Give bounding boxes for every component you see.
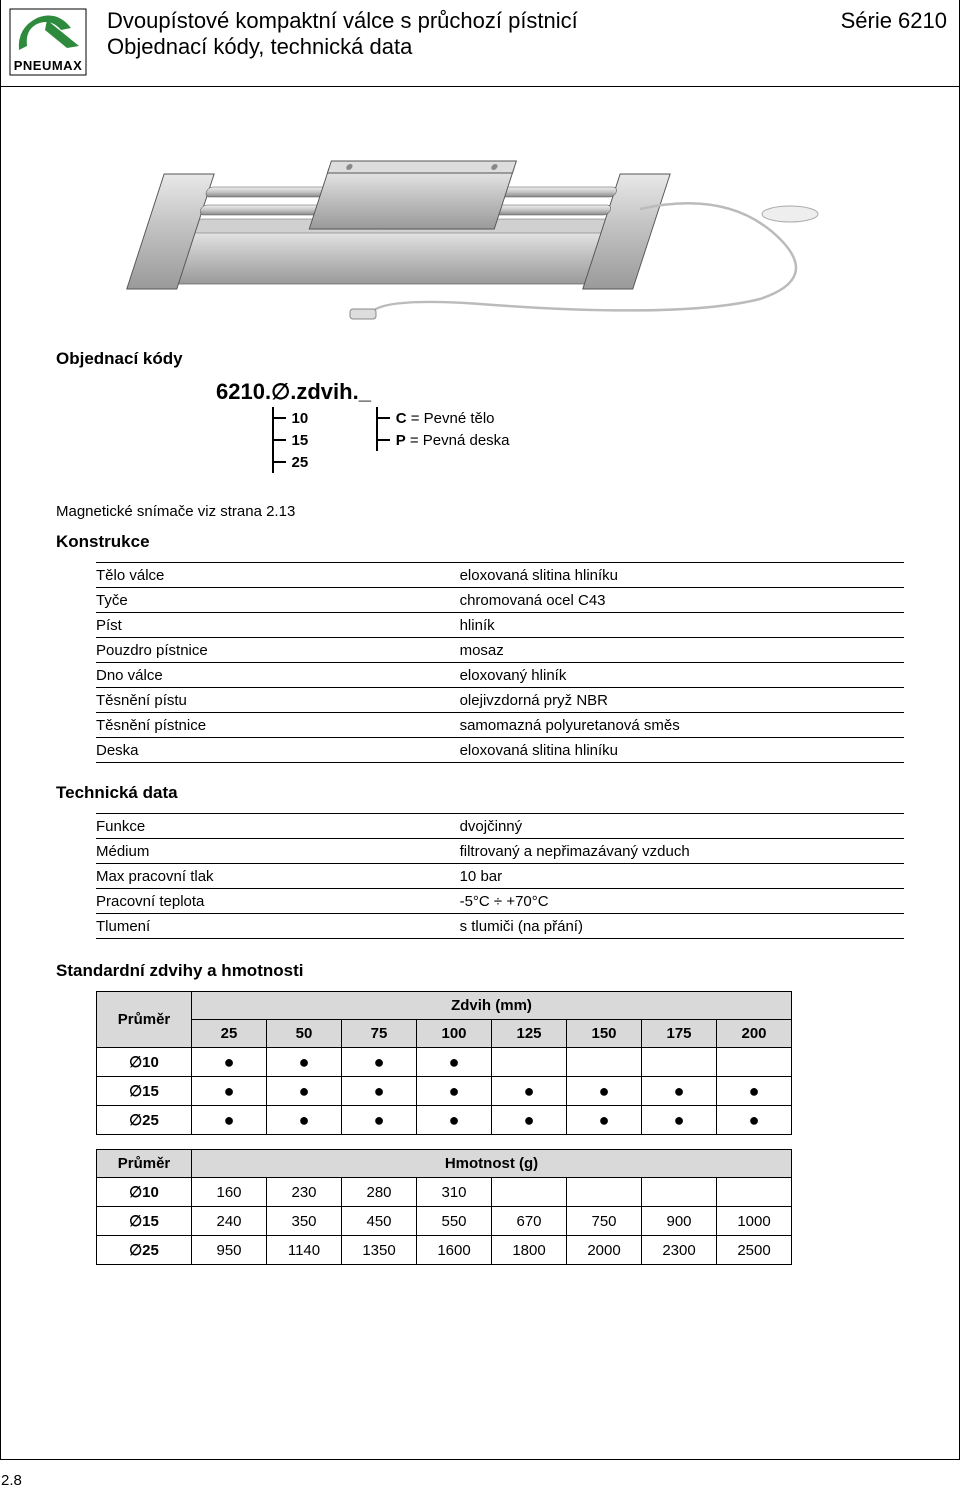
code-mid: .zdvih. — [290, 379, 358, 409]
series-label: Série 6210 — [841, 8, 947, 34]
kv-key: Pracovní teplota — [96, 893, 460, 910]
stroke-availability-table: PrůměrZdvih (mm)255075100125150175200∅10… — [96, 991, 792, 1135]
suffix-options-bracket: C = Pevné těloP = Pevná deska — [376, 407, 509, 473]
table-row: ∅10160230280310 — [97, 1178, 792, 1207]
kv-key: Píst — [96, 617, 460, 634]
kv-value: mosaz — [460, 642, 904, 659]
kv-value: filtrovaný a nepřimazávaný vzduch — [460, 843, 904, 860]
table-row: ∅10●●●● — [97, 1048, 792, 1077]
diameter-option: 10 — [274, 407, 309, 429]
kv-key: Těsnění pístu — [96, 692, 460, 709]
order-code-block: 6210. ∅ .zdvih. _ 101525 C = Pevné těloP… — [216, 379, 904, 473]
kv-row: Tělo válceeloxovaná slitina hliníku — [96, 562, 904, 588]
kv-value: -5°C ÷ +70°C — [460, 893, 904, 910]
kv-value: 10 bar — [460, 868, 904, 885]
technical-data-table: FunkcedvojčinnýMédiumfiltrovaný a nepřim… — [96, 813, 904, 939]
page-content: Objednací kódy 6210. ∅ .zdvih. _ 101525 — [1, 87, 959, 1275]
kv-key: Funkce — [96, 818, 460, 835]
kv-key: Max pracovní tlak — [96, 868, 460, 885]
table-row: ∅25●●●●●●●● — [97, 1106, 792, 1135]
kv-key: Médium — [96, 843, 460, 860]
kv-key: Těsnění pístnice — [96, 717, 460, 734]
diameter-options-bracket: 101525 — [272, 407, 308, 473]
magnetic-sensors-note: Magnetické snímače viz strana 2.13 — [56, 503, 904, 520]
kv-row: Pracovní teplota-5°C ÷ +70°C — [96, 889, 904, 914]
diameter-option: 15 — [274, 429, 309, 451]
order-code-pattern: 6210. ∅ .zdvih. _ — [216, 379, 904, 409]
kv-key: Tyče — [96, 592, 460, 609]
kv-row: Médiumfiltrovaný a nepřimazávaný vzduch — [96, 839, 904, 864]
table-row: ∅152403504505506707509001000 — [97, 1207, 792, 1236]
kv-value: olejivzdorná pryž NBR — [460, 692, 904, 709]
kv-key: Dno válce — [96, 667, 460, 684]
kv-value: eloxovaná slitina hliníku — [460, 567, 904, 584]
kv-row: Deskaeloxovaná slitina hliníku — [96, 738, 904, 763]
product-image — [56, 109, 904, 329]
kv-value: dvojčinný — [460, 818, 904, 835]
kv-row: Písthliník — [96, 613, 904, 638]
kv-key: Pouzdro pístnice — [96, 642, 460, 659]
page-header: PNEUMAX Dvoupístové kompaktní válce s pr… — [1, 0, 959, 87]
page-title: Dvoupístové kompaktní válce s průchozí p… — [107, 8, 821, 34]
page-frame: PNEUMAX Dvoupístové kompaktní válce s pr… — [0, 0, 960, 1460]
kv-value: samomazná polyuretanová směs — [460, 717, 904, 734]
kv-value: s tlumiči (na přání) — [460, 918, 904, 935]
kv-value: eloxovaný hliník — [460, 667, 904, 684]
page-number: 2.8 — [1, 1472, 22, 1489]
construction-table: Tělo válceeloxovaná slitina hliníkuTyčec… — [96, 562, 904, 763]
strokes-weights-heading: Standardní zdvihy a hmotnosti — [56, 961, 904, 981]
brand-logo: PNEUMAX — [9, 8, 89, 76]
page-subtitle: Objednací kódy, technická data — [107, 34, 821, 60]
table-row: ∅259501140135016001800200023002500 — [97, 1236, 792, 1265]
kv-row: Těsnění pístuolejivzdorná pryž NBR — [96, 688, 904, 713]
title-block: Dvoupístové kompaktní válce s průchozí p… — [107, 8, 821, 60]
brand-text: PNEUMAX — [14, 58, 83, 73]
kv-row: Max pracovní tlak10 bar — [96, 864, 904, 889]
kv-row: Tyčechromovaná ocel C43 — [96, 588, 904, 613]
suffix-option: P = Pevná deska — [378, 429, 510, 451]
kv-row: Funkcedvojčinný — [96, 813, 904, 839]
code-suffix-placeholder: _ — [359, 379, 371, 409]
table-row: ∅15●●●●●●●● — [97, 1077, 792, 1106]
code-diameter-placeholder: ∅ — [271, 379, 290, 409]
diameter-option: 25 — [274, 451, 309, 473]
ordering-heading: Objednací kódy — [56, 349, 904, 369]
suffix-option: C = Pevné tělo — [378, 407, 510, 429]
kv-row: Těsnění pístnicesamomazná polyuretanová … — [96, 713, 904, 738]
kv-value: hliník — [460, 617, 904, 634]
code-prefix: 6210. — [216, 379, 271, 409]
technical-heading: Technická data — [56, 783, 904, 803]
kv-row: Pouzdro pístnicemosaz — [96, 638, 904, 663]
kv-row: Tlumenís tlumiči (na přání) — [96, 914, 904, 939]
kv-row: Dno válceeloxovaný hliník — [96, 663, 904, 688]
kv-value: eloxovaná slitina hliníku — [460, 742, 904, 759]
construction-heading: Konstrukce — [56, 532, 904, 552]
kv-value: chromovaná ocel C43 — [460, 592, 904, 609]
weight-table: PrůměrHmotnost (g)∅10160230280310∅152403… — [96, 1149, 792, 1265]
kv-key: Tlumení — [96, 918, 460, 935]
kv-key: Tělo válce — [96, 567, 460, 584]
kv-key: Deska — [96, 742, 460, 759]
